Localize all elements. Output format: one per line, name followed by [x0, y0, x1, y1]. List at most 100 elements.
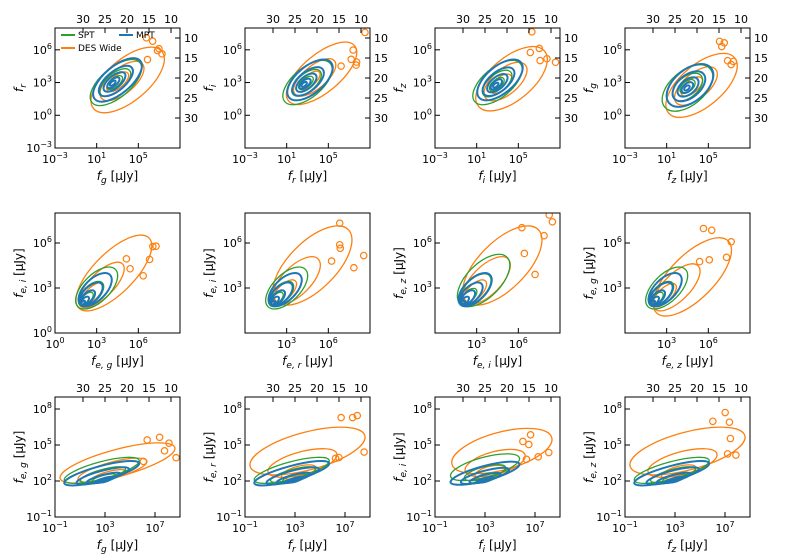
- outlier-des-wide: [337, 62, 345, 70]
- panel-1-4: 10−3 101 105 100 103 106 30 25 20 15 10 10 15 20 25 30 f…: [582, 13, 768, 186]
- outlier-des-wide: [172, 453, 180, 462]
- y-axis-label: fg: [582, 83, 599, 93]
- y-tick-label: 108: [223, 401, 242, 416]
- contour-des-wide-level-3: [106, 71, 130, 93]
- outlier-des-wide: [152, 242, 160, 251]
- contour-mpt-level-5: [460, 299, 467, 306]
- contour-mpt-level-4: [680, 81, 695, 94]
- top-mag-tick-label: 30: [456, 13, 470, 26]
- x-tick-label: 10−1: [422, 520, 448, 535]
- panel-frame: [624, 396, 751, 518]
- panel-1-3: 10−3 101 105 100 103 106 30 25 20 15 10 10 15 20 25 30 f…: [392, 13, 578, 186]
- contour-mpt-level-5: [289, 478, 301, 484]
- top-mag-tick-label: 15: [712, 382, 726, 395]
- top-mag-tick-label: 20: [500, 13, 514, 26]
- right-mag-tick-label: 20: [564, 72, 578, 85]
- x-tick-label: 101: [277, 151, 296, 166]
- y-axis-label: fi: [202, 84, 219, 91]
- panel-frame: [434, 27, 561, 149]
- legend-label-mpt: MPT: [136, 31, 155, 41]
- right-mag-tick-label: 25: [754, 92, 768, 105]
- top-mag-tick-label: 30: [456, 382, 470, 395]
- outlier-des-wide: [727, 60, 735, 69]
- y-tick-label: 106: [413, 42, 432, 57]
- contour-mpt-level-4: [489, 78, 504, 91]
- top-mag-tick-label: 10: [164, 13, 178, 26]
- outlier-des-wide: [526, 430, 535, 439]
- y-tick-label: 102: [603, 473, 622, 488]
- right-mag-tick-label: 15: [564, 52, 578, 65]
- right-mag-tick-label: 25: [564, 92, 578, 105]
- panel-2-2: 103 106 103 106 fe, r [μJy] fe, i [μJy]: [202, 212, 371, 371]
- top-mag-tick-label: 30: [646, 382, 660, 395]
- outlier-des-wide: [165, 439, 173, 447]
- legend: SPT MPT DES Wide: [61, 31, 155, 54]
- panel-frame: [434, 396, 561, 518]
- x-tick-label: 103: [87, 336, 106, 351]
- top-mag-tick-label: 15: [142, 13, 156, 26]
- x-tick-label: 107: [335, 520, 354, 535]
- right-mag-tick-label: 20: [754, 72, 768, 85]
- top-mag-tick-label: 10: [354, 13, 368, 26]
- x-axis-label: fi [μJy]: [478, 169, 516, 186]
- contour-mpt-level-5: [479, 478, 491, 484]
- x-axis-label: fi [μJy]: [478, 538, 516, 555]
- contour-mpt-level-2: [481, 66, 516, 97]
- outlier-des-wide: [522, 455, 531, 464]
- y-tick-label: 100: [223, 107, 242, 122]
- top-mag-tick-label: 25: [478, 382, 492, 395]
- right-mag-tick-label: 10: [754, 32, 768, 45]
- y-tick-label: 106: [413, 235, 432, 250]
- y-axis-label: fr: [12, 83, 29, 92]
- x-tick-label: 107: [715, 520, 734, 535]
- contour-mpt-level-5: [99, 478, 111, 484]
- y-axis-label: fe, r [μJy]: [202, 432, 219, 483]
- contour-mpt-level-5: [683, 84, 691, 92]
- y-tick-label: 103: [33, 75, 52, 90]
- top-mag-tick-label: 10: [544, 382, 558, 395]
- y-tick-label: 10−1: [596, 509, 622, 524]
- x-tick-label: 106: [699, 336, 718, 351]
- outlier-des-wide: [732, 451, 740, 459]
- outlier-des-wide: [528, 28, 536, 36]
- panel-frame: [54, 396, 181, 518]
- contour-des-wide-level-1: [462, 225, 543, 306]
- x-axis-label: fg [μJy]: [97, 169, 138, 186]
- y-tick-label: 108: [413, 401, 432, 416]
- y-tick-label: 106: [603, 42, 622, 57]
- outlier-des-wide: [126, 264, 134, 273]
- outlier-des-wide: [352, 58, 361, 66]
- outlier-des-wide: [155, 433, 164, 442]
- panel-3-1: 10−1 103 107 10−1 102 105 108 30 25 20 15 10 fg [μJy…: [12, 382, 181, 555]
- x-tick-label: 10−3: [422, 151, 448, 166]
- panel-1-1: 10−3 101 105 10−3 100 103 106 30 25 20 15 10 10 15 20 2…: [12, 13, 198, 186]
- y-tick-label: 105: [603, 437, 622, 452]
- right-mag-tick-label: 25: [374, 92, 388, 105]
- right-mag-tick-label: 30: [564, 112, 578, 125]
- contour-mpt-level-1: [286, 58, 334, 102]
- outlier-des-wide: [327, 257, 336, 265]
- outlier-des-wide: [709, 417, 717, 426]
- x-tick-label: 10−1: [42, 520, 68, 535]
- panel-3-4: 10−1 103 107 10−1 102 105 108 30 25 20 15 10 fz [μJy…: [582, 382, 751, 555]
- x-tick-label: 105: [509, 151, 528, 166]
- outlier-des-wide: [536, 56, 544, 65]
- top-mag-tick-label: 25: [288, 13, 302, 26]
- x-tick-label: 103: [657, 336, 676, 351]
- right-mag-tick-label: 25: [184, 92, 198, 105]
- top-mag-tick-label: 15: [332, 382, 346, 395]
- outlier-des-wide: [139, 457, 148, 466]
- outlier-des-wide: [335, 240, 344, 249]
- y-axis-label: fe, z [μJy]: [582, 431, 599, 483]
- y-tick-label: 106: [33, 235, 52, 250]
- legend-label-des-wide: DES Wide: [78, 44, 122, 54]
- y-axis-label: fe, z [μJy]: [392, 247, 409, 299]
- contour-des-wide-level-3: [680, 76, 704, 97]
- x-tick-label: 100: [45, 336, 64, 351]
- y-tick-label: 102: [223, 473, 242, 488]
- plot-area: [645, 224, 736, 317]
- outlier-des-wide: [335, 219, 344, 227]
- plot-area: [89, 34, 166, 114]
- x-tick-label: 10−1: [232, 520, 258, 535]
- contour-des-wide-level-1: [475, 45, 548, 112]
